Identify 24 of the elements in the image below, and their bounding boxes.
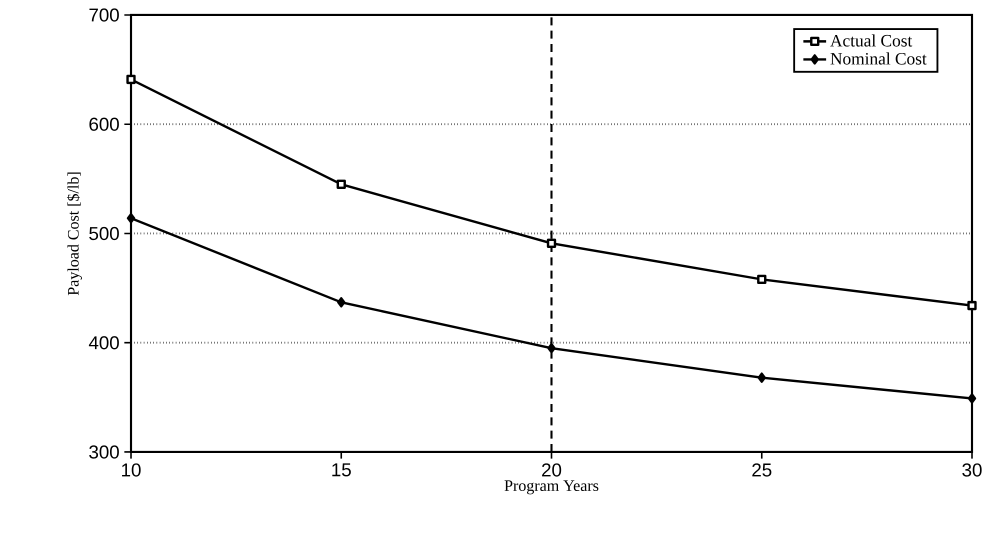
x-tick-label: 30 <box>962 463 982 477</box>
point <box>336 180 346 189</box>
legend-label: Actual Cost <box>830 34 912 47</box>
point <box>757 274 766 284</box>
y-axis-title: Payload Cost [$/lb] <box>66 172 82 296</box>
point <box>546 238 556 248</box>
y-tick-label: 400 <box>88 336 119 350</box>
y-tick-label: 500 <box>89 226 119 240</box>
point <box>126 74 136 84</box>
y-tick-label: 300 <box>89 445 119 459</box>
point <box>337 297 346 308</box>
x-axis-title: Program Years <box>504 480 598 494</box>
y-tick-label: 600 <box>89 118 119 131</box>
x-tick-label: 15 <box>332 463 351 476</box>
point <box>968 393 976 404</box>
x-tick-label: 25 <box>752 463 772 477</box>
point <box>547 343 556 354</box>
y-tick-label: 700 <box>89 8 119 22</box>
point <box>758 372 766 383</box>
point <box>967 300 977 310</box>
x-tick-label: 10 <box>122 463 141 477</box>
point <box>126 212 136 224</box>
x-tick-label: 20 <box>542 463 562 477</box>
legend-label: Nominal Cost <box>830 52 927 65</box>
